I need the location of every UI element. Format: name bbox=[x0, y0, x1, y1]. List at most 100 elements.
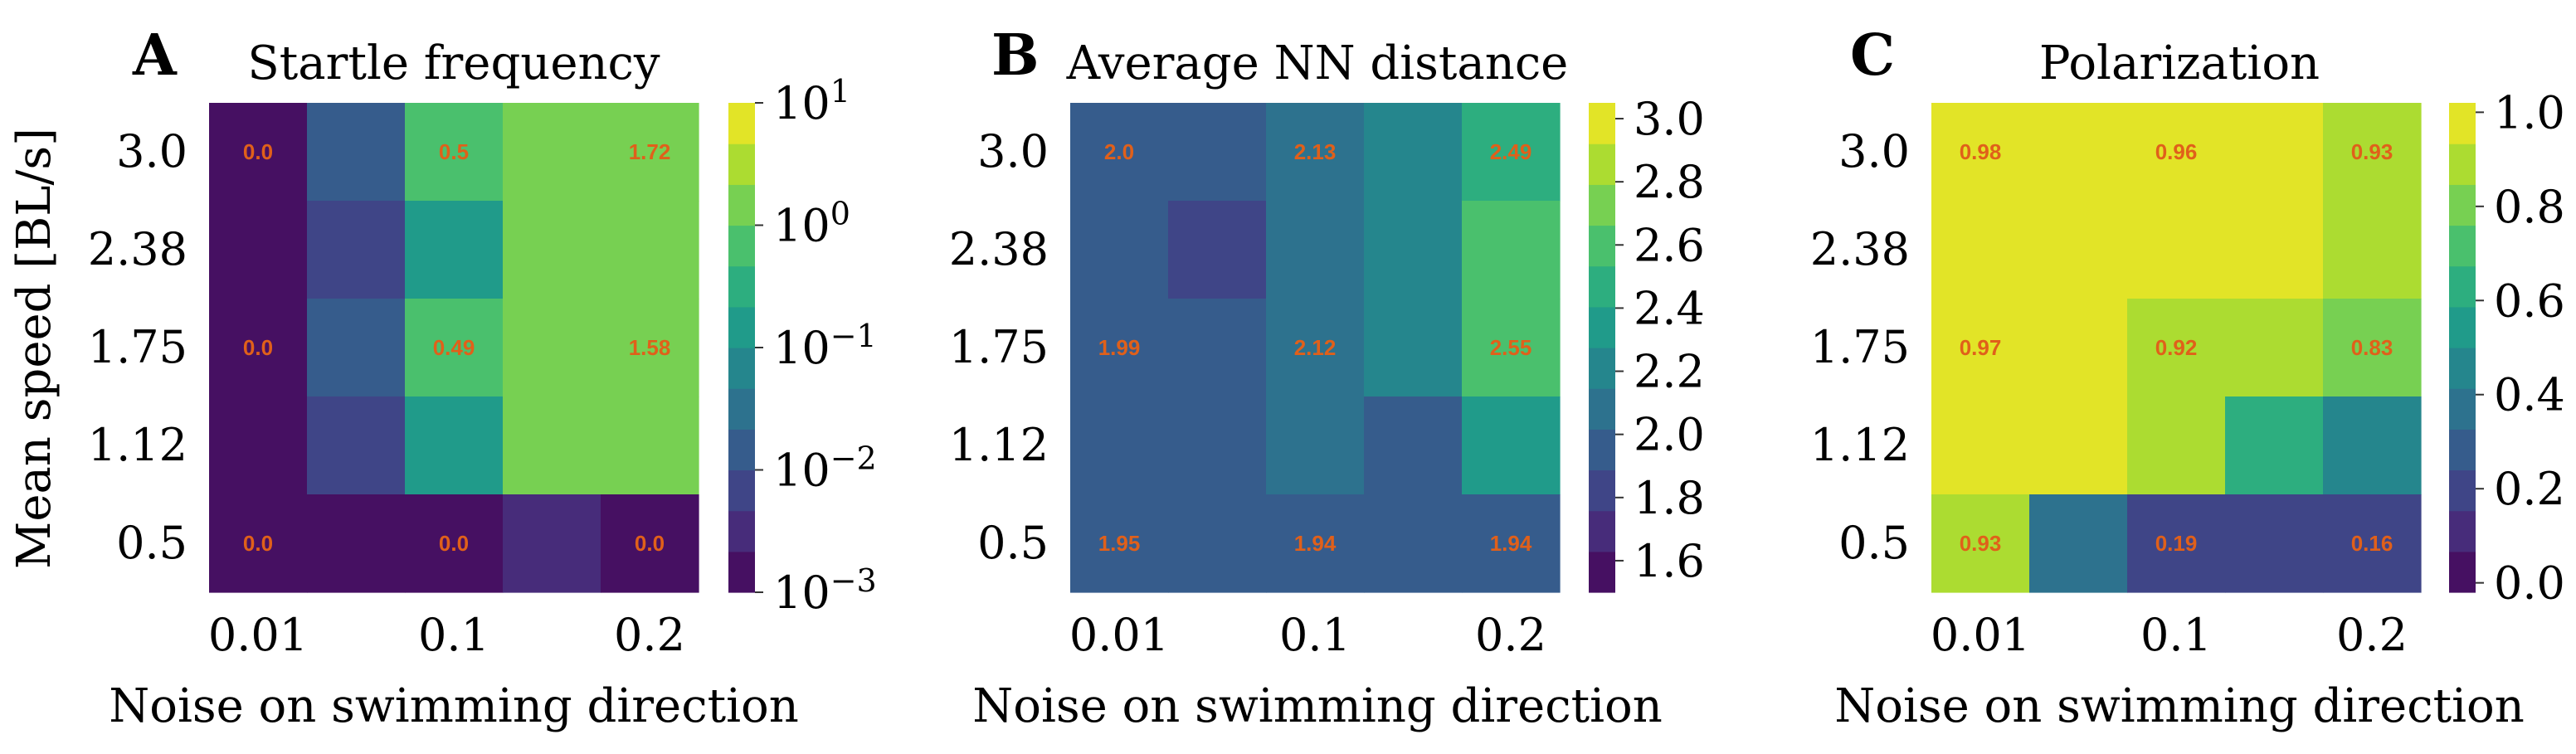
colorbar-segment bbox=[728, 429, 755, 471]
panel-title: Polarization bbox=[2039, 36, 2320, 90]
heatmap-cell bbox=[1266, 201, 1365, 299]
cell-annotation: 2.12 bbox=[1294, 335, 1337, 360]
x-tick-label: 0.01 bbox=[1931, 609, 2030, 661]
heatmap-cell bbox=[2225, 103, 2324, 202]
heatmap-cell bbox=[1462, 201, 1561, 299]
heatmap-cell bbox=[2127, 396, 2226, 495]
heatmap-cell bbox=[1462, 396, 1561, 495]
y-tick-label: 1.12 bbox=[1810, 419, 1910, 471]
cell-annotations: 0.0 0.5 1.72 0.0 0.49 1.58 0.0 0.0 0.0 bbox=[243, 139, 670, 556]
heatmap-cell bbox=[307, 201, 406, 299]
heatmap-cell bbox=[405, 494, 504, 593]
y-tick-label: 1.75 bbox=[1810, 321, 1910, 373]
colorbar-tick-label: 10−3 bbox=[773, 562, 877, 619]
heatmap-cell bbox=[405, 201, 504, 299]
heatmap-cell bbox=[1266, 494, 1365, 593]
cell-annotation: 0.0 bbox=[243, 531, 273, 556]
cell-annotation: 0.5 bbox=[439, 139, 469, 164]
heatmap-cell bbox=[209, 201, 308, 299]
heatmap-cell bbox=[601, 103, 699, 202]
heatmap-cell bbox=[307, 494, 406, 593]
heatmap-cell bbox=[2323, 201, 2422, 299]
heatmap-cell bbox=[1168, 494, 1267, 593]
colorbar-segment bbox=[1589, 469, 1615, 512]
heatmap-cell bbox=[1931, 299, 2030, 397]
heatmap-cell bbox=[2323, 103, 2422, 202]
colorbar-segment bbox=[728, 144, 755, 185]
y-tick-label: 3.0 bbox=[1838, 125, 1910, 178]
x-ticks: 0.01 0.1 0.2 bbox=[1069, 609, 1546, 661]
heatmap-cell bbox=[1266, 103, 1365, 202]
colorbar-segment bbox=[1589, 144, 1615, 185]
colorbar-segment bbox=[1589, 225, 1615, 267]
colorbar-segment bbox=[2449, 184, 2476, 226]
heatmap-cell bbox=[1462, 494, 1561, 593]
x-ticks: 0.01 0.1 0.2 bbox=[1931, 609, 2408, 661]
heatmap-cell bbox=[209, 494, 308, 593]
y-tick-label: 1.75 bbox=[949, 321, 1049, 373]
colorbar-segment bbox=[2449, 144, 2476, 185]
heatmap-cell bbox=[503, 494, 601, 593]
colorbar-segment bbox=[1589, 306, 1615, 348]
heatmap-cell bbox=[1931, 396, 2030, 495]
heatmap-cell bbox=[2225, 201, 2324, 299]
colorbar-tick-label: 1.0 bbox=[2494, 86, 2565, 139]
colorbar-segment bbox=[2449, 551, 2476, 593]
heatmap-cell bbox=[1266, 396, 1365, 495]
heatmap-cell bbox=[2127, 299, 2226, 397]
colorbar-segment bbox=[728, 551, 755, 593]
cell-annotation: 2.55 bbox=[1490, 335, 1532, 360]
y-tick-label: 2.38 bbox=[949, 223, 1049, 275]
cell-annotation: 0.19 bbox=[2155, 531, 2198, 556]
colorbar-segment bbox=[1589, 388, 1615, 430]
panel-letter: C bbox=[1850, 22, 1895, 89]
colorbar-tick-label: 10−2 bbox=[773, 440, 877, 497]
cell-annotation: 0.0 bbox=[439, 531, 469, 556]
colorbar-tick-label: 2.6 bbox=[1634, 219, 1705, 271]
heatmap-cell bbox=[1070, 201, 1169, 299]
heatmap-cell bbox=[307, 396, 406, 495]
colorbar-segment bbox=[2449, 306, 2476, 348]
heatmap-cells bbox=[1070, 103, 1561, 593]
colorbar-segment bbox=[728, 510, 755, 552]
colorbar bbox=[2449, 103, 2476, 593]
colorbar-tick-label: 0.6 bbox=[2494, 275, 2565, 327]
colorbar-segment bbox=[2449, 429, 2476, 471]
x-ticks: 0.01 0.1 0.2 bbox=[208, 609, 685, 661]
heatmap-cell bbox=[503, 299, 601, 397]
y-ticks: 3.0 2.38 1.75 1.12 0.5 bbox=[949, 125, 1049, 569]
panel-title: Startle frequency bbox=[247, 36, 660, 90]
heatmap-cell bbox=[1168, 103, 1267, 202]
panel-title: Average NN distance bbox=[1066, 36, 1569, 90]
y-ticks: 3.0 2.38 1.75 1.12 0.5 bbox=[1810, 125, 1910, 569]
y-axis-label: Mean speed [BL/s] bbox=[7, 128, 61, 569]
colorbar-segment bbox=[1589, 551, 1615, 593]
x-axis-label: Noise on swimming direction bbox=[972, 679, 1663, 733]
heatmap-cell bbox=[2127, 103, 2226, 202]
heatmap-cell bbox=[503, 396, 601, 495]
heatmap-cell bbox=[209, 103, 308, 202]
cell-annotation: 1.94 bbox=[1490, 531, 1532, 556]
heatmap-cell bbox=[405, 396, 504, 495]
colorbar-tick-label: 3.0 bbox=[1634, 93, 1705, 145]
panel-letter: B bbox=[991, 22, 1039, 89]
heatmap-cell bbox=[2323, 494, 2422, 593]
cell-annotation: 0.92 bbox=[2155, 335, 2198, 360]
heatmap-cell bbox=[2029, 396, 2128, 495]
cell-annotation: 1.94 bbox=[1294, 531, 1337, 556]
heatmap-cell bbox=[601, 201, 699, 299]
cell-annotation: 0.93 bbox=[2351, 139, 2393, 164]
panel-b: B Average NN distance Noise on swimming … bbox=[949, 22, 1705, 733]
cell-annotation: 1.58 bbox=[629, 335, 671, 360]
x-tick-label: 0.1 bbox=[418, 609, 489, 661]
panel-a: A Startle frequency Noise on swimming di… bbox=[7, 22, 877, 733]
cell-annotation: 1.95 bbox=[1098, 531, 1141, 556]
x-tick-label: 0.1 bbox=[2140, 609, 2212, 661]
y-tick-label: 0.5 bbox=[977, 517, 1049, 569]
panel-c: C Polarization Noise on swimming directi… bbox=[1810, 22, 2565, 733]
heatmap-cell bbox=[1931, 201, 2030, 299]
colorbar-tick-label: 0.0 bbox=[2494, 557, 2565, 610]
heatmap-cell bbox=[2323, 299, 2422, 397]
heatmap-cell bbox=[1168, 299, 1267, 397]
